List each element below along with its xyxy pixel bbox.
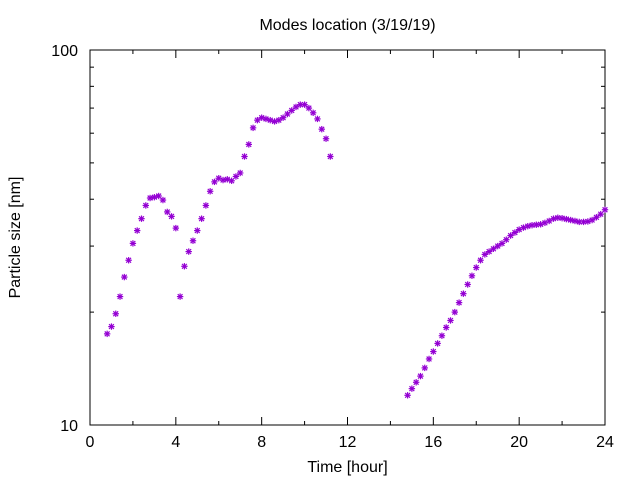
data-point (103, 330, 111, 338)
data-point (151, 194, 158, 201)
data-point (314, 115, 321, 123)
data-point (473, 264, 480, 271)
data-point (249, 124, 257, 132)
data-point (297, 101, 304, 108)
data-point (404, 392, 411, 399)
data-point (576, 218, 583, 226)
data-points (103, 101, 609, 399)
data-point (408, 385, 416, 392)
data-point (558, 215, 566, 222)
x-tick-label: 16 (424, 434, 442, 451)
data-point (455, 299, 463, 306)
data-point (434, 340, 441, 347)
axis-ticks: 0 4 8 12 16 20 24 10 100 (51, 43, 614, 451)
data-point (511, 229, 519, 236)
data-point (567, 216, 574, 224)
chart-title: Modes location (3/19/19) (259, 17, 435, 34)
x-axis-label: Time [hour] (307, 459, 387, 476)
data-point (237, 169, 244, 177)
data-point (447, 317, 454, 324)
data-point (164, 208, 171, 216)
data-point (202, 202, 210, 209)
x-tick-label: 8 (257, 434, 266, 451)
data-point (477, 257, 484, 264)
x-tick-label: 4 (171, 434, 180, 451)
data-point (588, 216, 596, 224)
y-tick-label: 100 (51, 43, 78, 60)
data-point (159, 196, 167, 204)
data-point (451, 308, 458, 316)
data-point (309, 109, 317, 117)
data-point (503, 236, 510, 243)
data-point (194, 227, 201, 234)
data-point (292, 103, 300, 111)
data-point (245, 141, 252, 148)
x-tick-label: 0 (86, 434, 95, 451)
data-point (172, 224, 180, 232)
data-point (425, 355, 433, 363)
data-point (108, 323, 115, 330)
data-point (327, 153, 334, 160)
data-point (322, 135, 330, 142)
data-point (438, 332, 446, 339)
plot-frame (89, 49, 606, 426)
data-point (219, 176, 227, 184)
data-point (485, 248, 493, 255)
data-point (468, 272, 476, 279)
data-point (228, 177, 235, 184)
data-point (412, 379, 420, 386)
data-point (189, 237, 197, 244)
data-point (494, 242, 501, 250)
data-point (146, 194, 154, 202)
y-tick-label: 10 (60, 418, 78, 435)
data-point (181, 263, 188, 270)
data-point (155, 192, 162, 200)
data-point (176, 293, 184, 300)
data-point (129, 240, 137, 247)
x-tick-label: 20 (510, 434, 528, 451)
data-point (305, 104, 313, 112)
data-point (138, 215, 145, 222)
data-point (550, 215, 557, 222)
data-point (443, 324, 450, 331)
data-point (417, 372, 424, 380)
data-point (318, 125, 325, 133)
data-point (571, 217, 579, 225)
data-point (116, 293, 124, 300)
data-point (125, 257, 132, 264)
data-point (597, 210, 604, 218)
data-point (241, 153, 248, 160)
y-axis-label: Particle size [nm] (7, 177, 24, 299)
data-point (507, 232, 514, 239)
data-point (258, 114, 265, 121)
data-point (198, 215, 205, 222)
data-point (134, 227, 141, 234)
data-point (563, 215, 570, 223)
data-point (185, 248, 192, 255)
data-point (121, 273, 128, 281)
x-tick-label: 12 (339, 434, 357, 451)
data-point (430, 348, 437, 355)
data-point (524, 222, 531, 230)
data-point (168, 213, 175, 220)
x-tick-label: 24 (596, 434, 614, 451)
data-point (254, 116, 261, 124)
data-point (460, 290, 467, 297)
data-point (206, 188, 214, 195)
data-point (112, 310, 119, 317)
data-point (593, 214, 600, 221)
data-point (481, 251, 489, 258)
data-point (421, 364, 428, 372)
data-point (490, 245, 497, 253)
data-point (464, 281, 471, 288)
data-point (601, 206, 609, 213)
data-point (142, 202, 149, 209)
